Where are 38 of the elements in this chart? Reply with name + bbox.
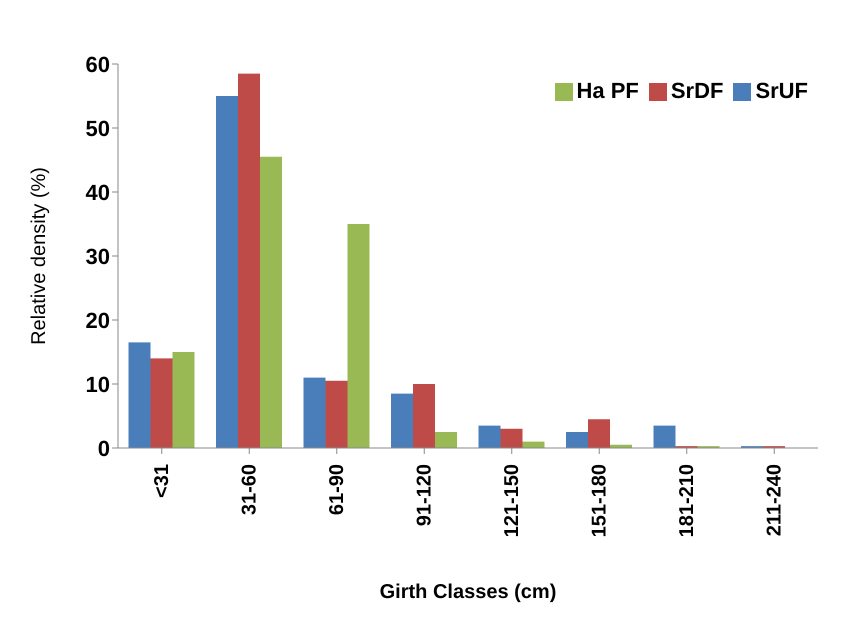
x-axis-title: Girth Classes (cm) — [380, 581, 556, 603]
y-tick-label: 40 — [86, 180, 110, 205]
y-tick-label: 20 — [86, 308, 110, 333]
bar — [150, 358, 172, 448]
x-tick-label: 211-240 — [763, 464, 786, 536]
legend-label: SrDF — [670, 78, 724, 103]
bar — [260, 156, 282, 448]
x-tick-label: 61-90 — [326, 464, 348, 516]
bar — [216, 96, 238, 448]
bar — [326, 380, 348, 448]
bar — [522, 442, 544, 448]
y-tick-label: 0 — [98, 436, 110, 461]
x-tick-label: 31-60 — [238, 464, 260, 516]
x-tick-label: 151-180 — [588, 464, 610, 538]
bar — [654, 426, 676, 448]
bar — [304, 378, 326, 448]
bar — [500, 428, 522, 448]
bar — [348, 224, 370, 448]
x-tick-label: 91-120 — [413, 464, 436, 526]
bar — [413, 384, 435, 448]
x-tick-label: 181-210 — [676, 464, 698, 538]
bar — [172, 352, 194, 448]
bar — [238, 74, 260, 448]
legend-label: Ha PF — [576, 78, 639, 103]
bar — [566, 432, 588, 448]
bar — [588, 419, 610, 448]
y-tick-label: 30 — [86, 244, 110, 269]
bar — [435, 432, 457, 448]
x-tick-label: 121-150 — [500, 464, 523, 538]
bar — [478, 426, 500, 448]
x-tick-label: <31 — [150, 464, 173, 498]
bar — [128, 342, 150, 448]
y-tick-label: 10 — [86, 372, 110, 397]
y-tick-label: 60 — [86, 52, 110, 77]
bar — [391, 394, 413, 448]
legend-label: SrUF — [755, 78, 808, 103]
y-tick-label: 50 — [86, 116, 110, 141]
y-axis-title: Relative density (%) — [28, 167, 50, 345]
